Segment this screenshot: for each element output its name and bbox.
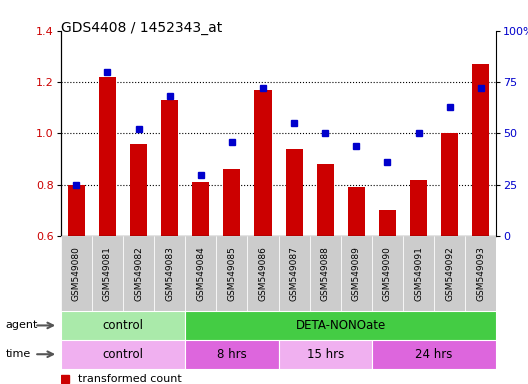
Bar <box>403 236 434 311</box>
Text: GDS4408 / 1452343_at: GDS4408 / 1452343_at <box>61 21 222 35</box>
Bar <box>185 340 279 369</box>
Bar <box>254 90 271 236</box>
Text: control: control <box>102 319 144 332</box>
Text: GSM549091: GSM549091 <box>414 246 423 301</box>
Text: GSM549083: GSM549083 <box>165 246 174 301</box>
Bar <box>279 340 372 369</box>
Bar <box>248 236 279 311</box>
Bar <box>223 169 240 236</box>
Text: time: time <box>5 349 31 359</box>
Bar <box>348 187 365 236</box>
Bar <box>410 180 427 236</box>
Bar <box>372 340 496 369</box>
Bar <box>317 164 334 236</box>
Text: GSM549087: GSM549087 <box>289 246 298 301</box>
Bar <box>99 77 116 236</box>
Bar <box>309 236 341 311</box>
Bar <box>465 236 496 311</box>
Bar <box>434 236 465 311</box>
Text: GSM549082: GSM549082 <box>134 246 143 301</box>
Bar <box>379 210 396 236</box>
Text: GSM549085: GSM549085 <box>228 246 237 301</box>
Text: 8 hrs: 8 hrs <box>217 348 247 361</box>
Bar <box>154 236 185 311</box>
Bar <box>61 311 185 340</box>
Bar <box>441 134 458 236</box>
Text: GSM549086: GSM549086 <box>259 246 268 301</box>
Bar <box>61 236 92 311</box>
Bar <box>372 236 403 311</box>
Bar <box>216 236 248 311</box>
Bar <box>61 340 185 369</box>
Text: GSM549084: GSM549084 <box>196 246 205 301</box>
Bar <box>161 100 178 236</box>
Bar <box>472 64 489 236</box>
Text: DETA-NONOate: DETA-NONOate <box>296 319 386 332</box>
Text: GSM549088: GSM549088 <box>320 246 329 301</box>
Text: GSM549080: GSM549080 <box>72 246 81 301</box>
Bar <box>123 236 154 311</box>
Bar <box>130 144 147 236</box>
Bar <box>68 185 85 236</box>
Bar <box>341 236 372 311</box>
Text: GSM549093: GSM549093 <box>476 246 485 301</box>
Bar <box>286 149 303 236</box>
Text: 15 hrs: 15 hrs <box>307 348 344 361</box>
Text: control: control <box>102 348 144 361</box>
Text: 24 hrs: 24 hrs <box>416 348 453 361</box>
Bar <box>185 236 216 311</box>
Bar <box>185 311 496 340</box>
Text: GSM549089: GSM549089 <box>352 246 361 301</box>
Text: transformed count: transformed count <box>78 374 182 384</box>
Text: GSM549090: GSM549090 <box>383 246 392 301</box>
Bar <box>92 236 123 311</box>
Text: GSM549092: GSM549092 <box>445 246 454 301</box>
Bar <box>192 182 209 236</box>
Text: GSM549081: GSM549081 <box>103 246 112 301</box>
Bar <box>279 236 309 311</box>
Text: agent: agent <box>5 320 37 331</box>
